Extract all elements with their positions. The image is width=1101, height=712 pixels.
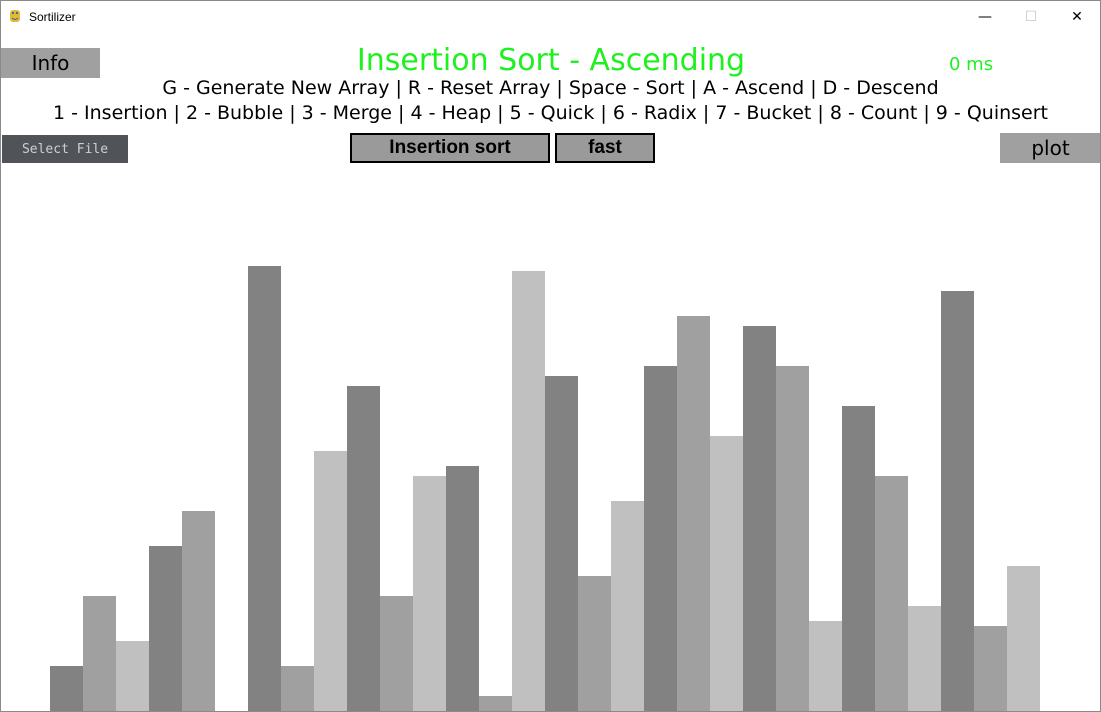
array-bar-12 [413,476,446,711]
keyboard-help-line-2: 1 - Insertion | 2 - Bubble | 3 - Merge |… [53,102,1048,124]
array-bar-7 [248,266,281,711]
array-bar-29 [974,626,1007,711]
array-bar-13 [446,466,479,711]
array-bar-9 [314,451,347,711]
array-bar-4 [149,546,182,711]
minimize-button[interactable]: — [978,9,992,25]
array-bar-19 [644,366,677,711]
array-bar-23 [776,366,809,711]
array-bar-2 [83,596,116,711]
algorithm-selector[interactable]: Insertion sort [350,133,550,163]
array-bar-25 [842,406,875,711]
array-bar-3 [116,641,149,711]
array-bar-27 [908,606,941,711]
info-button[interactable]: Info [1,48,100,78]
array-bar-26 [875,476,908,711]
keyboard-help-line-1: G - Generate New Array | R - Reset Array… [162,77,939,99]
array-bar-20 [677,316,710,711]
sort-canvas: Info Insertion Sort - Ascending 0 ms G -… [1,33,1100,711]
python-snake-icon [10,10,20,22]
array-bar-30 [1007,566,1040,711]
array-bar-16 [545,376,578,711]
plot-button[interactable]: plot [1000,133,1100,163]
array-bar-15 [512,271,545,711]
array-bar-22 [743,326,776,711]
array-bar-10 [347,386,380,711]
close-button[interactable]: ✕ [1071,9,1083,25]
speed-selector[interactable]: fast [555,133,655,163]
array-bar-18 [611,501,644,711]
array-bar-21 [710,436,743,711]
array-bar-17 [578,576,611,711]
title-bar[interactable]: Sortilizer — ☐ ✕ [1,1,1100,33]
window-title: Sortilizer [29,10,76,24]
maximize-button[interactable]: ☐ [1024,9,1038,25]
array-bar-14 [479,696,512,711]
array-bar-24 [809,621,842,711]
elapsed-time: 0 ms [949,54,994,75]
array-bar-11 [380,596,413,711]
array-bar-28 [941,291,974,711]
array-bar-5 [182,511,215,711]
page-title: Insertion Sort - Ascending [356,43,746,78]
bar-chart [50,266,1040,711]
array-bar-8 [281,666,314,711]
select-file-button[interactable]: Select File [2,135,128,163]
array-bar-1 [50,666,83,711]
